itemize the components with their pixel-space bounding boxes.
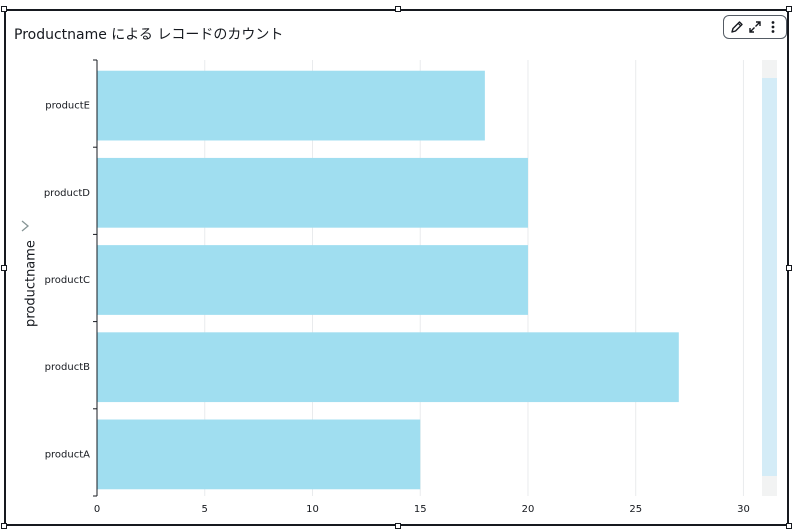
y-tick-label-productE: productE xyxy=(45,101,90,112)
resize-handle-top-left[interactable] xyxy=(1,6,7,12)
resize-handle-right[interactable] xyxy=(786,265,792,271)
resize-handle-top[interactable] xyxy=(395,6,401,12)
x-tick-label-10: 10 xyxy=(306,504,319,515)
bar-productC[interactable] xyxy=(97,245,528,315)
x-tick-label-15: 15 xyxy=(414,504,427,515)
resize-handle-bottom[interactable] xyxy=(395,523,401,529)
tick-labels: 0 5 10 15 20 25 30 productE productD productC prod… xyxy=(44,101,750,515)
x-tick-label-30: 30 xyxy=(737,504,750,515)
resize-handle-bottom-right[interactable] xyxy=(786,523,792,529)
more-vertical-icon[interactable] xyxy=(765,19,781,35)
expand-icon[interactable] xyxy=(747,19,763,35)
resize-handle-top-right[interactable] xyxy=(786,6,792,12)
bar-productB[interactable] xyxy=(97,332,679,403)
pencil-icon[interactable] xyxy=(729,19,745,35)
y-tick-label-productC: productC xyxy=(45,275,90,286)
resize-handle-bottom-left[interactable] xyxy=(1,523,7,529)
x-tick-label-5: 5 xyxy=(202,504,208,515)
chart-title: Productname による レコードのカウント xyxy=(14,27,284,43)
x-tick-label-20: 20 xyxy=(522,504,535,515)
bar-productA[interactable] xyxy=(97,419,421,490)
chevron-right-icon[interactable] xyxy=(18,218,32,232)
scrollbar-thumb[interactable] xyxy=(762,78,777,476)
bar-productE[interactable] xyxy=(97,70,485,141)
x-tick-label-0: 0 xyxy=(94,504,100,515)
visual-toolbar xyxy=(723,15,787,39)
y-tick-label-productD: productD xyxy=(44,188,90,199)
y-tick-label-productA: productA xyxy=(45,449,90,460)
bars xyxy=(97,70,679,490)
vertical-scrollbar[interactable] xyxy=(762,60,777,496)
y-tick-label-productB: productB xyxy=(45,362,90,373)
bar-productD[interactable] xyxy=(97,157,528,228)
axes xyxy=(93,59,98,497)
x-tick-label-25: 25 xyxy=(629,504,642,515)
resize-handle-left[interactable] xyxy=(1,265,7,271)
